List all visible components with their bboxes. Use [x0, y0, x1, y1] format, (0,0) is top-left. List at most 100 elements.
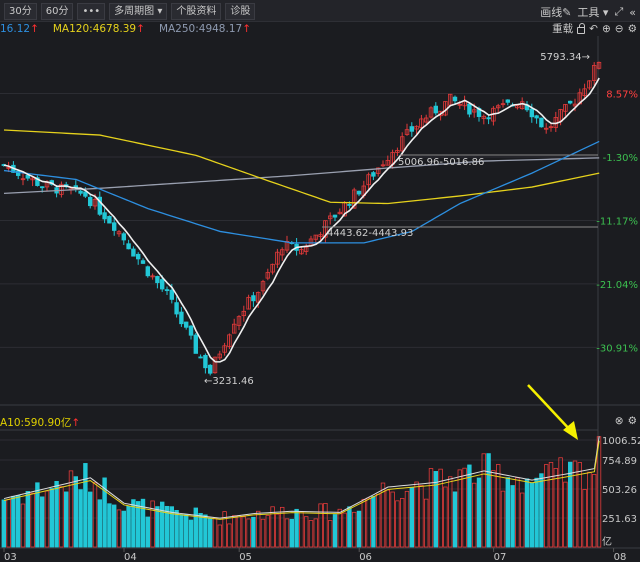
volume-bar-down — [289, 518, 294, 548]
chart-controls: 重载 ↶ ⊕ ⊖ ⚙ — [552, 22, 637, 36]
period-60min-button[interactable]: 60分 — [40, 3, 74, 20]
range2-label: 4443.62-4443.93 — [327, 228, 413, 239]
volume-bar-down — [15, 495, 21, 548]
volume-bar-down — [97, 499, 102, 548]
x-axis-label: 04 — [124, 552, 137, 562]
volume-bar-up — [227, 523, 232, 548]
candle-down — [169, 289, 174, 300]
candle-down — [203, 354, 208, 369]
candle-down — [179, 311, 184, 325]
volume-bar-down — [207, 517, 213, 548]
volume-bar-up — [236, 515, 242, 548]
volume-bar-up — [222, 511, 227, 548]
candle-down — [188, 325, 194, 336]
candle-up — [385, 159, 390, 166]
volume-bar-up — [491, 470, 496, 548]
zoom-out-icon[interactable]: ⊖ — [614, 23, 624, 35]
volume-bar-up — [553, 468, 558, 548]
candle-up — [116, 231, 122, 235]
candle-down — [88, 196, 93, 207]
volume-legend: A10:590.90亿↑ — [0, 415, 80, 430]
volume-bar-up — [558, 457, 563, 548]
candle-down — [529, 108, 534, 118]
draw-line-button[interactable]: 画线✎ — [540, 4, 571, 20]
candle-up — [318, 234, 323, 237]
candle-up — [404, 129, 410, 135]
candle-down — [251, 295, 256, 302]
up-arrow-icon: ↑ — [242, 23, 251, 35]
period-30min-button[interactable]: 30分 — [4, 3, 37, 20]
volume-bar-down — [83, 463, 88, 548]
ma-legend: 16.12↑ MA120:4678.39↑ MA250:4948.17↑ 重载 … — [0, 22, 640, 36]
undo-icon[interactable]: ↶ — [589, 23, 598, 35]
volume-bar-up — [279, 506, 285, 548]
volume-bar-up — [443, 486, 448, 548]
candle-down — [140, 260, 146, 264]
volume-bar-down — [203, 514, 208, 548]
volume-bar-down — [188, 519, 194, 548]
up-arrow-icon: ↑ — [136, 23, 145, 35]
volume-bar-up — [212, 517, 218, 548]
more-button[interactable]: ••• — [77, 3, 106, 20]
volume-bar-down — [164, 505, 170, 548]
volume-bar-down — [169, 506, 174, 548]
up-arrow-icon: ↑ — [30, 23, 39, 35]
ma5-line — [3, 77, 600, 363]
volume-bar-up — [587, 471, 592, 548]
multi-period-dropdown[interactable]: 多周期图 ▾ — [109, 3, 168, 20]
diagnose-button[interactable]: 诊股 — [225, 3, 256, 20]
volume-bar-down — [534, 477, 539, 548]
lock-icon[interactable] — [577, 23, 586, 34]
volume-bar-down — [25, 491, 30, 548]
candle-down — [539, 117, 544, 128]
stock-info-button[interactable]: 个股资料 — [171, 3, 222, 20]
reload-button[interactable]: 重载 — [552, 23, 574, 35]
toolbar-right: 画线✎ 工具 ▾ ⤢ « — [540, 4, 636, 20]
volume-bar-up — [284, 518, 290, 548]
volume-bar-up — [303, 516, 309, 548]
candle-down — [198, 356, 203, 359]
ma250-text: MA250:4948.17 — [158, 23, 243, 35]
ma250-line — [3, 157, 600, 195]
volume-bar-up — [592, 474, 597, 548]
volume-bar-up — [260, 518, 266, 548]
volume-bar-down — [193, 507, 198, 548]
ma-blue-line — [3, 140, 600, 244]
candle-up — [255, 292, 261, 303]
price-axis-label: -30.91% — [596, 343, 638, 354]
volume-bar-down — [131, 499, 136, 548]
settings-icon[interactable]: ⚙ — [627, 23, 637, 35]
tools-dropdown[interactable]: 工具 ▾ — [577, 6, 609, 19]
fullscreen-icon[interactable]: ⤢ — [614, 5, 624, 18]
volume-bar-down — [539, 473, 544, 548]
volume-bar-down — [112, 504, 117, 548]
volume-bar-down — [486, 453, 491, 548]
volume-bar-up — [414, 481, 419, 548]
candle-up — [299, 249, 304, 255]
volume-controls: ⊗ ⚙ — [615, 415, 637, 427]
candle-down — [78, 190, 83, 194]
price-axis-label: -21.04% — [596, 280, 638, 291]
volume-bar-down — [452, 491, 458, 548]
range1-label: 5006.96-5016.86 — [398, 157, 484, 168]
candle-down — [371, 172, 376, 177]
toolbar: 30分 60分 ••• 多周期图 ▾ 个股资料 诊股 画线✎ 工具 ▾ ⤢ « — [0, 0, 640, 22]
volume-bar-up — [246, 518, 251, 548]
volume-bar-up — [404, 490, 410, 548]
candle-up — [30, 177, 35, 181]
volume-bar-up — [572, 460, 578, 548]
volume-bar-down — [198, 513, 203, 548]
candle-down — [356, 190, 362, 195]
zoom-in-icon[interactable]: ⊕ — [601, 23, 611, 35]
ma250-value: MA250:4948.17↑ — [159, 22, 251, 36]
close-volume-icon[interactable]: ⊗ — [614, 415, 624, 427]
volume-bar-up — [275, 513, 280, 548]
candle-down — [135, 253, 141, 260]
candle-down — [505, 99, 510, 103]
collapse-icon[interactable]: « — [629, 5, 636, 19]
candle-down — [112, 222, 117, 231]
candle-up — [92, 199, 98, 207]
candle-down — [155, 276, 160, 284]
volume-settings-icon[interactable]: ⚙ — [627, 415, 637, 427]
